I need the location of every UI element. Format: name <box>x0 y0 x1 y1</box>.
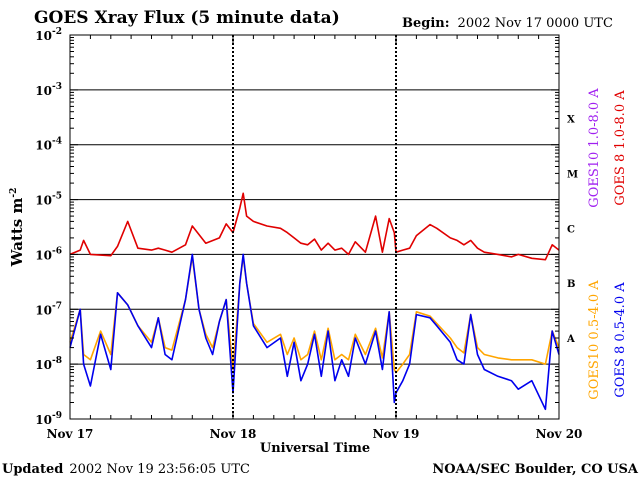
x-tick-label-0: Nov 17 <box>47 427 94 441</box>
y-tick-label-5: 10-7 <box>35 301 62 317</box>
begin-label: Begin: <box>402 16 450 31</box>
y-tick-label-6: 10-8 <box>35 356 62 372</box>
series-line-1 <box>69 253 560 411</box>
x-tick-label-3: Nov 20 <box>536 427 583 441</box>
y-tick-base-7: 10 <box>35 413 52 427</box>
y-tick-base-4: 10 <box>35 248 52 262</box>
updated-timestamp: Updated 2002 Nov 19 23:56:05 UTC <box>2 462 250 477</box>
y-tick-base-0: 10 <box>35 29 52 43</box>
x-tick-label-2: Nov 19 <box>373 427 420 441</box>
y-tick-exp-1: -3 <box>52 82 62 92</box>
source-credit: NOAA/SEC Boulder, CO USA <box>432 462 639 477</box>
legend-entry-0: GOES10 1.0-8.0 A <box>587 88 602 208</box>
y-tick-label-7: 10-9 <box>35 411 62 427</box>
y-tick-base-1: 10 <box>35 84 52 98</box>
y-tick-base-6: 10 <box>35 358 52 372</box>
y-axis-label: Watts m-2 <box>8 188 26 268</box>
x-tick-label-1: Nov 18 <box>210 427 257 441</box>
day-dividers <box>232 35 397 419</box>
flare-class-x: X <box>567 115 575 126</box>
plot-frame <box>69 34 560 420</box>
y-tick-exp-6: -8 <box>52 356 62 366</box>
y-tick-exp-0: -2 <box>52 27 62 37</box>
y-tick-exp-4: -6 <box>52 246 62 256</box>
flare-class-c: C <box>567 224 575 235</box>
x-axis-ticks: Nov 17 Nov 18 Nov 19 Nov 20 <box>47 35 583 441</box>
legend-entry-1: GOES 8 1.0-8.0 A <box>613 90 628 206</box>
series-layer <box>69 192 560 411</box>
y-tick-label-3: 10-5 <box>35 192 62 208</box>
begin-timestamp: Begin: 2002 Nov 17 0000 UTC <box>402 16 613 31</box>
flare-class-b: B <box>567 279 575 290</box>
flare-class-a: A <box>566 334 575 345</box>
updated-label: Updated <box>2 462 63 477</box>
y-tick-exp-3: -5 <box>52 192 62 202</box>
y-tick-label-4: 10-6 <box>35 246 62 262</box>
legend-entry-2: GOES10 0.5-4.0 A <box>587 280 602 400</box>
series-line-2 <box>69 256 560 374</box>
flare-class-labels: X M C B A <box>566 115 578 346</box>
y-axis-ticks: 10-210-310-410-510-610-710-810-9 <box>35 27 559 427</box>
y-tick-base-2: 10 <box>35 139 52 153</box>
gridlines <box>70 89 559 365</box>
flare-class-m: M <box>567 169 578 180</box>
y-axis-label-exponent: -2 <box>9 188 19 198</box>
chart-title: GOES Xray Flux (5 minute data) <box>34 8 340 28</box>
series-line-0 <box>69 192 560 261</box>
y-tick-exp-5: -7 <box>52 301 62 311</box>
updated-value: 2002 Nov 19 23:56:05 UTC <box>69 462 250 477</box>
y-tick-exp-7: -9 <box>52 411 62 421</box>
legend: GOES10 1.0-8.0 A GOES 8 1.0-8.0 A GOES10 0… <box>587 88 628 400</box>
begin-value: 2002 Nov 17 0000 UTC <box>458 16 613 31</box>
x-axis-label: Universal Time <box>260 441 370 456</box>
y-tick-exp-2: -4 <box>52 137 62 147</box>
y-tick-base-5: 10 <box>35 303 52 317</box>
y-tick-base-3: 10 <box>35 194 52 208</box>
y-axis-label-text: Watts m <box>8 198 26 268</box>
legend-entry-3: GOES 8 0.5-4.0 A <box>613 282 628 398</box>
y-tick-label-1: 10-3 <box>35 82 62 98</box>
y-tick-label-2: 10-4 <box>35 137 62 153</box>
y-tick-label-0: 10-2 <box>35 27 62 43</box>
